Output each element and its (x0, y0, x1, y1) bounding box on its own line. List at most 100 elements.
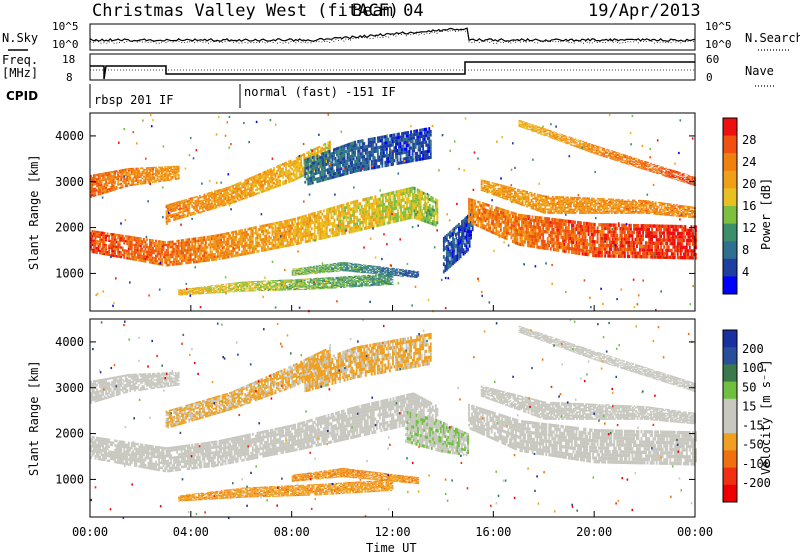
range-gate-cell (289, 238, 292, 241)
range-gate-cell (195, 252, 198, 256)
range-gate-cell (309, 239, 312, 243)
range-gate-cell (279, 184, 281, 187)
range-gate-cell (97, 193, 100, 196)
range-gate-cell (371, 218, 374, 222)
range-gate-cell (288, 243, 290, 247)
range-gate-cell (344, 286, 347, 288)
range-gate-cell (127, 245, 130, 248)
range-gate-cell (364, 271, 367, 273)
range-gate-cell (96, 235, 98, 238)
range-gate-cell (430, 216, 433, 220)
range-gate-cell (366, 216, 369, 220)
range-gate-cell (329, 143, 331, 146)
range-gate-cell (211, 256, 213, 259)
range-gate-cell (244, 244, 247, 248)
range-gate-cell (100, 188, 103, 191)
range-gate-cell (171, 243, 174, 246)
range-gate-cell (185, 251, 188, 254)
range-gate-cell (162, 253, 165, 256)
range-gate-cell (400, 189, 402, 193)
range-gate-cell (413, 215, 416, 219)
range-gate-cell (433, 200, 436, 204)
range-gate-cell (162, 240, 165, 244)
range-gate-cell (158, 252, 160, 256)
range-gate-cell (229, 250, 231, 253)
range-gate-cell (162, 255, 165, 259)
range-gate-cell (308, 287, 311, 289)
range-gate-cell (285, 239, 287, 242)
range-gate-cell (177, 252, 180, 255)
range-gate-cell (112, 235, 115, 239)
range-gate-cell (91, 183, 94, 186)
range-gate-cell (368, 222, 371, 226)
range-gate-cell (431, 208, 434, 212)
range-gate-cell (296, 283, 299, 285)
range-gate-cell (378, 207, 381, 211)
range-gate-cell (325, 208, 328, 212)
range-gate-cell (351, 213, 354, 217)
range-gate-cell (204, 241, 207, 244)
range-gate-cell (292, 223, 295, 227)
range-gate-cell (188, 205, 191, 208)
range-gate-cell (324, 214, 327, 218)
range-gate-cell (139, 179, 142, 182)
range-gate-cell (237, 283, 240, 285)
range-gate-cell (224, 248, 227, 251)
range-gate-cell (353, 229, 356, 233)
range-gate-cell (415, 206, 418, 210)
range-gate-cell (244, 247, 247, 250)
range-gate-cell (227, 253, 230, 256)
range-gate-cell (279, 179, 281, 182)
range-gate-cell (367, 284, 370, 286)
range-gate-cell (139, 239, 142, 243)
range-gate-cell (308, 284, 311, 286)
range-gate-cell (103, 189, 106, 192)
range-gate-cell (90, 232, 92, 235)
range-gate-cell (342, 228, 345, 232)
range-gate-cell (135, 241, 138, 244)
range-gate-cell (431, 219, 434, 223)
range-gate-cell (170, 250, 173, 254)
range-gate-cell (336, 208, 339, 212)
range-gate-cell (232, 288, 235, 290)
range-gate-cell (336, 223, 339, 227)
range-gate-cell (262, 186, 265, 189)
range-gate-cell (280, 239, 283, 243)
range-gate-cell (126, 254, 129, 257)
range-gate-cell (262, 248, 265, 252)
range-gate-cell (295, 172, 298, 176)
range-gate-cell (132, 238, 135, 242)
range-gate-cell (297, 219, 300, 223)
range-gate-cell (289, 243, 292, 247)
range-gate-cell (391, 275, 394, 277)
range-gate-cell (129, 257, 132, 260)
range-gate-cell (353, 226, 356, 230)
range-gate-cell (117, 243, 120, 246)
range-gate-cell (427, 209, 430, 212)
range-gate-cell (136, 246, 139, 250)
range-gate-cell (276, 243, 278, 247)
range-gate-cell (179, 254, 182, 258)
range-gate-cell (339, 229, 342, 233)
range-gate-cell (161, 250, 163, 254)
range-gate-cell (126, 235, 129, 238)
range-gate-cell (97, 186, 100, 189)
range-gate-cell (271, 241, 274, 245)
range-gate-cell (106, 188, 109, 191)
range-gate-cell (409, 216, 411, 220)
range-gate-cell (355, 267, 358, 268)
range-gate-cell (108, 181, 111, 184)
range-gate-cell (343, 285, 345, 287)
range-gate-cell (374, 208, 377, 212)
range-gate-cell (93, 230, 95, 233)
range-gate-cell (327, 214, 330, 217)
range-gate-cell (357, 225, 360, 229)
range-gate-cell (247, 283, 250, 285)
range-gate-cell (226, 232, 228, 235)
range-gate-cell (434, 198, 437, 202)
range-gate-cell (142, 237, 145, 241)
range-gate-cell (306, 228, 309, 232)
range-gate-cell (410, 190, 413, 194)
range-gate-cell (283, 236, 286, 240)
range-gate-cell (93, 192, 95, 195)
